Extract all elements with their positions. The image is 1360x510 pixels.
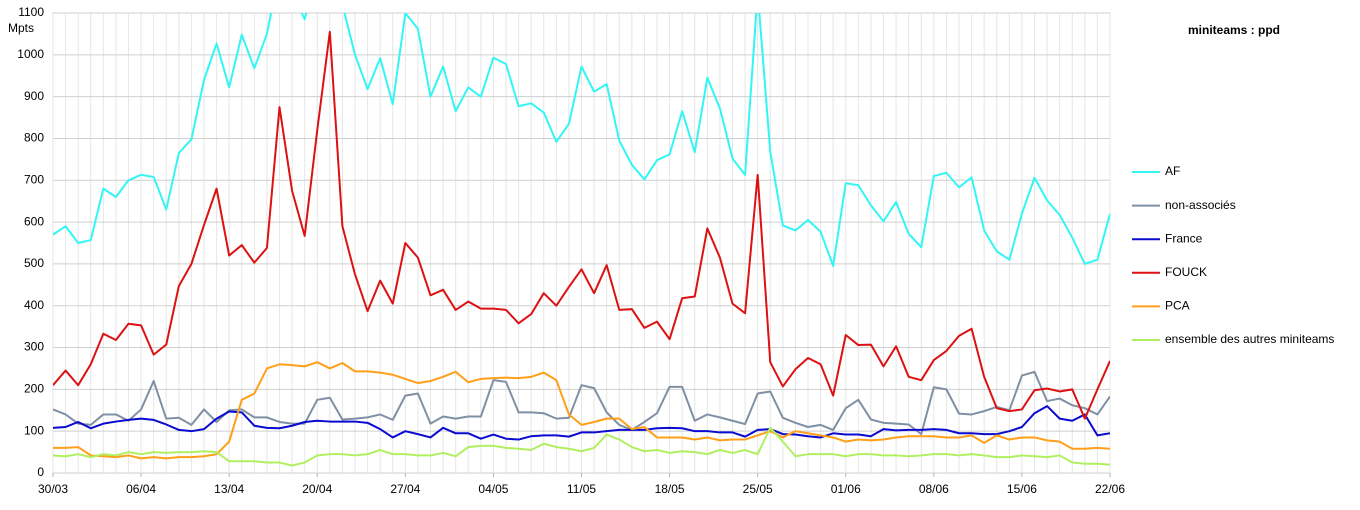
x-tick-label: 11/05 (567, 482, 596, 496)
y-tick-label: 0 (37, 465, 44, 479)
series-line (53, 426, 1110, 467)
legend-label: PCA (1165, 299, 1190, 313)
x-tick-label: 08/06 (919, 482, 949, 496)
grid (52, 12, 1111, 477)
x-tick-label: 15/06 (1007, 482, 1037, 496)
x-tick-label: 01/06 (831, 482, 861, 496)
series-line (53, 30, 1110, 420)
x-tick-label: 25/05 (743, 482, 773, 496)
y-tick-label: 900 (24, 89, 44, 103)
x-tick-label: 06/04 (126, 482, 156, 496)
y-tick-label: 200 (24, 382, 44, 396)
chart-title: miniteams : ppd (1188, 23, 1280, 37)
legend-label: France (1165, 231, 1203, 245)
y-tick-label: 1100 (18, 5, 44, 19)
y-tick-label: 400 (24, 298, 44, 312)
series-line (53, 361, 1110, 460)
x-tick-label: 22/06 (1095, 482, 1125, 496)
legend-label: FOUCK (1165, 265, 1207, 279)
y-tick-label: 1000 (17, 47, 44, 61)
series-line (53, 405, 1110, 441)
y-tick-label: 800 (24, 131, 44, 145)
y-tick-label: 500 (24, 256, 44, 270)
legend-label: non-associés (1165, 198, 1236, 212)
x-tick-label: 13/04 (214, 482, 244, 496)
y-tick-label: 600 (24, 214, 44, 228)
y-tick-label: 100 (24, 423, 44, 437)
y-axis-label: Mpts (8, 21, 34, 35)
legend-label: ensemble des autres miniteams (1165, 332, 1334, 346)
legend-label: AF (1165, 164, 1180, 178)
x-tick-label: 04/05 (478, 482, 508, 496)
series-line (53, 370, 1110, 436)
x-tick-label: 18/05 (655, 482, 685, 496)
y-tick-label: 300 (24, 340, 44, 354)
series-lines (53, 13, 1110, 467)
x-tick-label: 20/04 (302, 482, 332, 496)
x-tick-label: 27/04 (390, 482, 420, 496)
series-line (53, 13, 1110, 267)
x-tick-label: 30/03 (38, 482, 68, 496)
y-tick-label: 700 (24, 172, 44, 186)
